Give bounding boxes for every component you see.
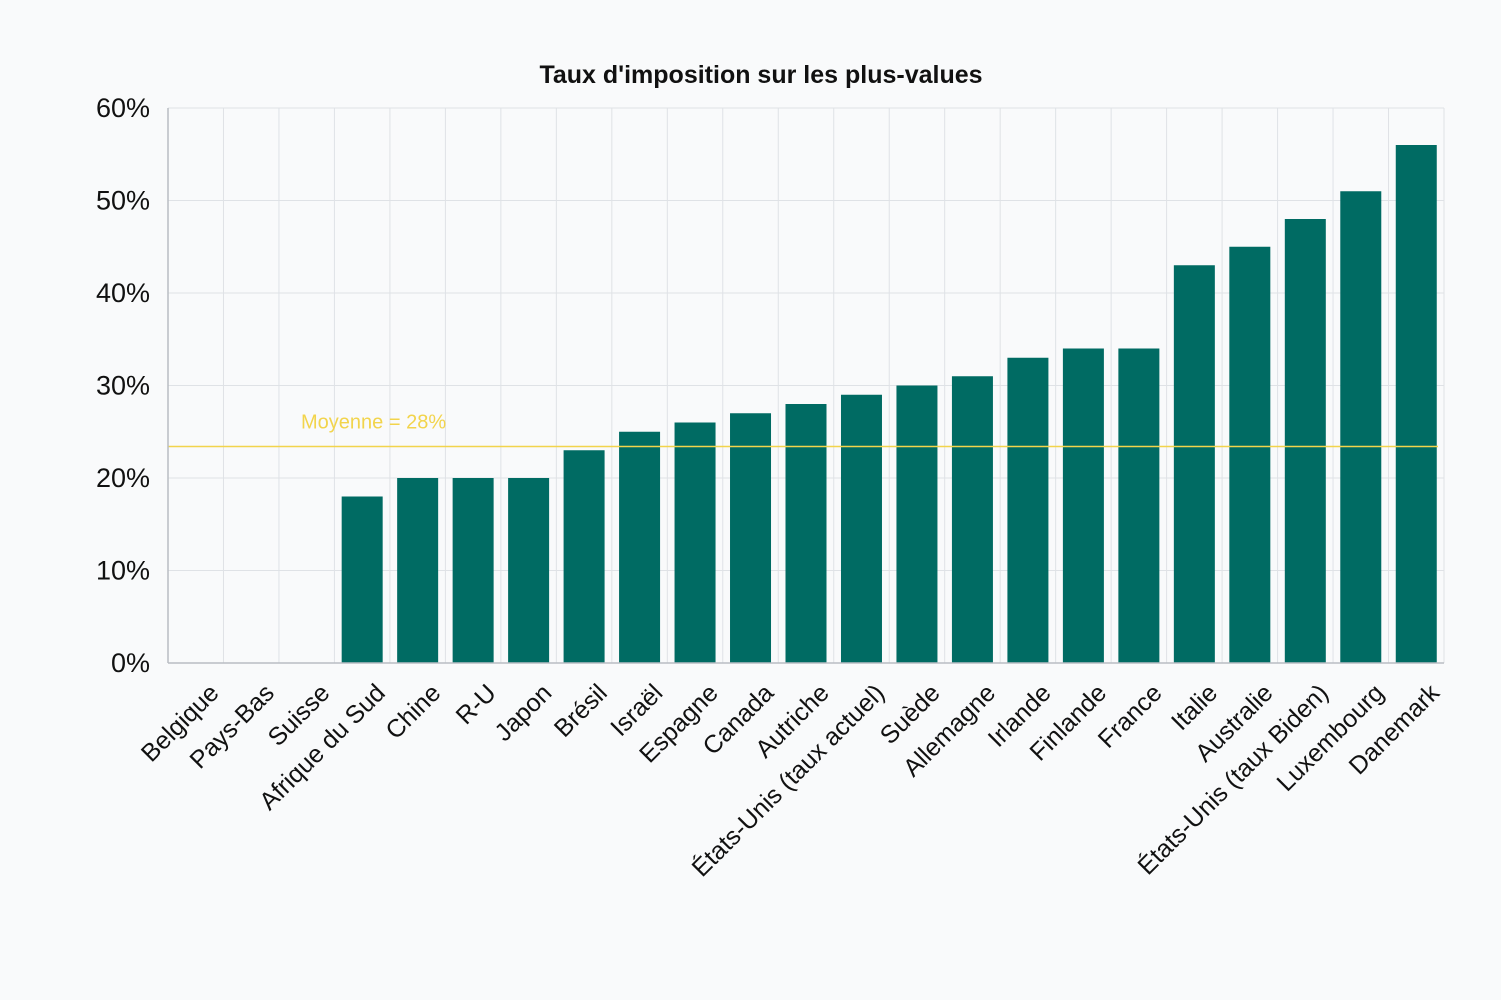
- bar-10: [730, 413, 772, 663]
- x-tick-label: Japon: [489, 679, 557, 747]
- bar-4: [397, 478, 439, 663]
- x-tick-label: Brésil: [549, 679, 613, 743]
- axes: [167, 108, 1444, 664]
- bar-3: [341, 496, 383, 663]
- x-tick-label: France: [1093, 679, 1168, 754]
- bar-13: [896, 385, 938, 663]
- bar-5: [452, 478, 494, 663]
- average-line-group: Moyenne = 28%: [168, 412, 1438, 448]
- average-label: Moyenne = 28%: [301, 412, 446, 434]
- bar-21: [1340, 191, 1382, 663]
- y-tick-label: 60%: [96, 93, 150, 123]
- bar-8: [619, 431, 661, 663]
- y-tick-label: 50%: [96, 186, 150, 216]
- bars: [341, 145, 1437, 663]
- bar-16: [1062, 348, 1104, 663]
- y-tick-labels: 0% 10% 20% 30% 40% 50% 60%: [96, 93, 150, 678]
- bar-6: [508, 478, 550, 663]
- y-tick-label: 10%: [96, 556, 150, 586]
- bar-19: [1229, 246, 1271, 663]
- bar-17: [1118, 348, 1160, 663]
- bar-18: [1173, 265, 1215, 663]
- bar-15: [1007, 357, 1049, 663]
- x-tick-label: Chine: [380, 679, 446, 745]
- bar-22: [1395, 145, 1437, 663]
- y-tick-label: 40%: [96, 278, 150, 308]
- bar-9: [674, 422, 716, 663]
- bar-14: [951, 376, 993, 663]
- bar-12: [840, 394, 882, 663]
- y-tick-label: 20%: [96, 463, 150, 493]
- y-tick-label: 0%: [111, 648, 150, 678]
- bar-7: [563, 450, 605, 663]
- bar-11: [785, 404, 827, 663]
- chart-title: Taux d'imposition sur les plus-values: [539, 61, 982, 89]
- y-tick-label: 30%: [96, 371, 150, 401]
- grid-lines: [167, 107, 1445, 664]
- bar-20: [1284, 219, 1326, 663]
